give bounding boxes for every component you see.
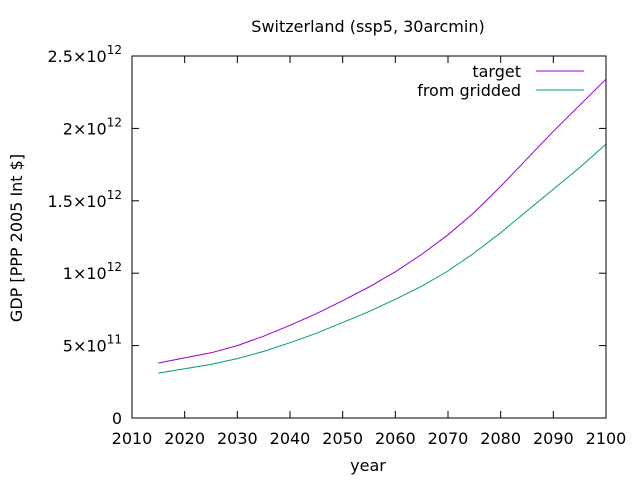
series-line-target xyxy=(158,78,607,364)
y-tick-mantissa: 5×10 xyxy=(63,337,107,356)
y-tick-exponent: 11 xyxy=(107,333,122,347)
y-tick-exponent: 12 xyxy=(107,43,122,57)
x-tick-label: 2010 xyxy=(112,429,153,448)
x-tick-label: 2040 xyxy=(270,429,311,448)
series-lines xyxy=(158,78,607,374)
y-tick-mantissa: 2.5×10 xyxy=(48,47,107,66)
y-axis-label: GDP [PPP 2005 Int $] xyxy=(7,154,26,322)
x-axis-ticks: 2010 2020 2030 2040 2050 2060 2070 2080 2090 2100 xyxy=(112,56,627,448)
y-tick-label: 1.5×1012 xyxy=(48,188,123,211)
x-tick-label: 2060 xyxy=(375,429,416,448)
y-tick-mantissa: 2×10 xyxy=(63,119,107,138)
x-axis-label: year xyxy=(350,456,386,475)
x-tick-label: 2020 xyxy=(164,429,205,448)
y-tick-mantissa: 0 xyxy=(112,409,122,428)
x-tick-label: 2050 xyxy=(322,429,363,448)
x-tick-label: 2100 xyxy=(586,429,627,448)
x-tick-label: 2030 xyxy=(217,429,258,448)
y-tick-label: 0 xyxy=(112,409,122,428)
legend-label: from gridded xyxy=(417,81,521,100)
x-tick-label: 2080 xyxy=(480,429,521,448)
y-tick-exponent: 12 xyxy=(107,115,122,129)
series-line-from-gridded xyxy=(158,143,607,374)
plot-frame xyxy=(131,55,607,419)
y-tick-mantissa: 1.5×10 xyxy=(48,192,107,211)
y-tick-label: 5×1011 xyxy=(63,333,122,356)
y-tick-exponent: 12 xyxy=(107,260,122,274)
y-tick-label: 2×1012 xyxy=(63,115,122,138)
x-tick-label: 2070 xyxy=(428,429,469,448)
y-tick-label: 2.5×1012 xyxy=(48,43,123,66)
y-tick-exponent: 12 xyxy=(107,188,122,202)
x-tick-label: 2090 xyxy=(533,429,574,448)
y-tick-mantissa: 1×10 xyxy=(63,264,107,283)
legend-label: target xyxy=(472,62,521,81)
chart-title: Switzerland (ssp5, 30arcmin) xyxy=(251,17,484,36)
y-tick-label: 1×1012 xyxy=(63,260,122,283)
